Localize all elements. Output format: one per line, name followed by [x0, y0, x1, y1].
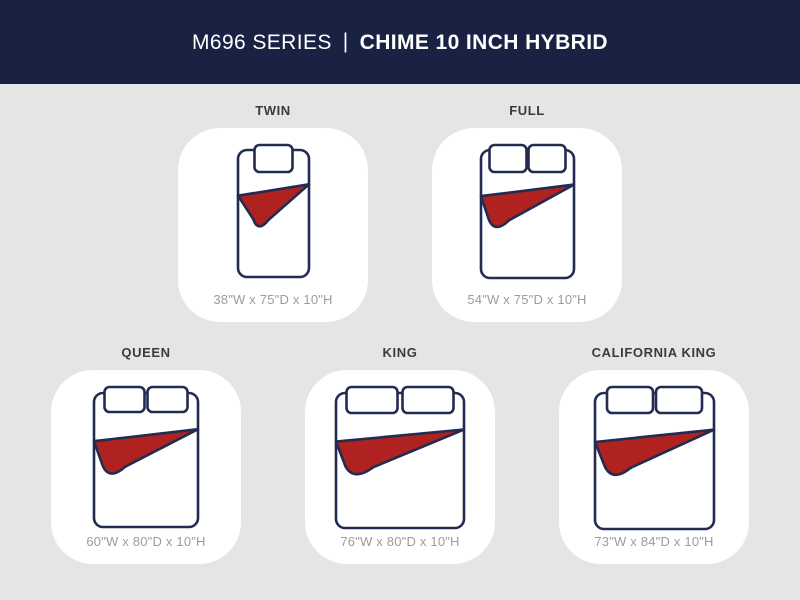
size-label-queen: QUEEN [121, 345, 171, 360]
size-cell-queen: QUEEN 60"W x 80"D x 10"H [51, 346, 241, 564]
size-label-twin: TWIN [255, 103, 291, 118]
size-cell-twin: TWIN 38"W x 75"D x 10"H [178, 104, 368, 322]
twin-bed-icon [236, 143, 311, 279]
mattress-size-chart: TWIN 38"W x 75"D x 10"H FULL 54"W x 75"D… [0, 104, 800, 564]
size-card-twin: 38"W x 75"D x 10"H [178, 128, 368, 322]
title-bar: M696 SERIES | CHIME 10 INCH HYBRID [0, 0, 800, 84]
full-bed-icon [479, 143, 576, 280]
size-label-california-king: CALIFORNIA KING [591, 345, 717, 360]
size-label-full: FULL [509, 103, 545, 118]
size-dimensions-queen: 60"W x 80"D x 10"H [86, 534, 206, 549]
size-dimensions-california-king: 73"W x 84"D x 10"H [594, 534, 714, 549]
queen-bed-icon [92, 385, 200, 529]
size-cell-california-king: CALIFORNIA KING 73"W x 84"D x 10"H [559, 346, 749, 564]
size-card-queen: 60"W x 80"D x 10"H [51, 370, 241, 564]
size-card-california-king: 73"W x 84"D x 10"H [559, 370, 749, 564]
california-king-bed-icon [593, 385, 716, 531]
series-name: M696 SERIES [191, 30, 332, 54]
size-dimensions-full: 54"W x 75"D x 10"H [467, 292, 587, 307]
king-bed-icon [334, 385, 466, 530]
page-title: M696 SERIES | CHIME 10 INCH HYBRID [191, 29, 609, 54]
size-card-full: 54"W x 75"D x 10"H [432, 128, 622, 322]
product-name: CHIME 10 INCH HYBRID [359, 30, 609, 54]
size-row-bottom: QUEEN 60"W x 80"D x 10"H KING 76"W x 80"… [0, 346, 800, 564]
size-dimensions-twin: 38"W x 75"D x 10"H [213, 292, 333, 307]
size-card-king: 76"W x 80"D x 10"H [305, 370, 495, 564]
size-cell-king: KING 76"W x 80"D x 10"H [305, 346, 495, 564]
title-separator: | [342, 29, 349, 53]
size-row-top: TWIN 38"W x 75"D x 10"H FULL 54"W x 75"D… [0, 104, 800, 322]
size-label-king: KING [382, 345, 418, 360]
size-dimensions-king: 76"W x 80"D x 10"H [340, 534, 460, 549]
size-cell-full: FULL 54"W x 75"D x 10"H [432, 104, 622, 322]
